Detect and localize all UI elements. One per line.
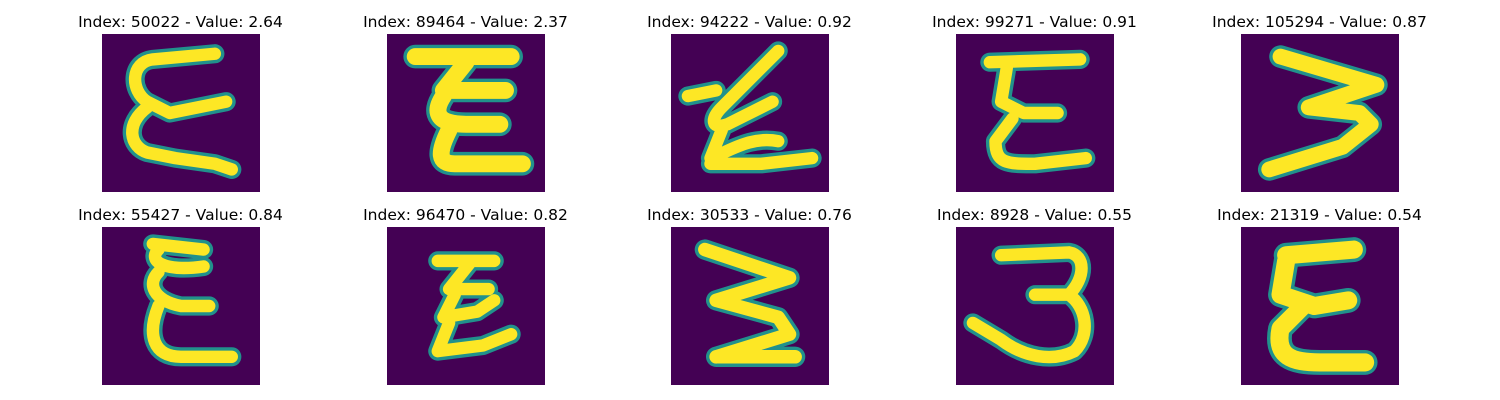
panel-title: Index: 8928 - Value: 0.55	[937, 206, 1132, 224]
digit-image	[387, 227, 545, 385]
glyph-stroke	[963, 242, 1095, 367]
image-panel: Index: 94222 - Value: 0.92	[607, 11, 892, 192]
image-panel: Index: 30533 - Value: 0.76	[607, 204, 892, 385]
digit-image	[1241, 227, 1399, 385]
panel-title: Index: 99271 - Value: 0.91	[932, 13, 1137, 31]
digit-image	[671, 227, 829, 385]
digit-image	[102, 227, 260, 385]
image-panel: Index: 96470 - Value: 0.82	[323, 204, 608, 385]
digit-image	[1241, 34, 1399, 192]
glyph-stroke	[403, 44, 535, 176]
digit-image	[956, 227, 1114, 385]
panel-title: Index: 96470 - Value: 0.82	[363, 206, 568, 224]
image-panel: Index: 105294 - Value: 0.87	[1177, 11, 1462, 192]
glyph-stroke	[694, 239, 806, 367]
panel-title: Index: 89464 - Value: 2.37	[363, 13, 568, 31]
image-panel: Index: 55427 - Value: 0.84	[38, 204, 323, 385]
panel-title: Index: 55427 - Value: 0.84	[78, 206, 283, 224]
panel-title: Index: 105294 - Value: 0.87	[1212, 13, 1427, 31]
panel-title: Index: 50022 - Value: 2.64	[78, 13, 283, 31]
digit-image	[956, 34, 1114, 192]
glyph-stroke	[143, 234, 242, 367]
image-panel: Index: 99271 - Value: 0.91	[892, 11, 1177, 192]
image-panel: Index: 8928 - Value: 0.55	[892, 204, 1177, 385]
digit-image	[102, 34, 260, 192]
glyph-stroke	[980, 49, 1096, 174]
panel-title: Index: 30533 - Value: 0.76	[647, 206, 852, 224]
image-panel: Index: 89464 - Value: 2.37	[323, 11, 608, 192]
image-panel: Index: 21319 - Value: 0.54	[1177, 204, 1462, 385]
digit-image	[671, 34, 829, 192]
glyph-stroke	[122, 44, 242, 180]
glyph-stroke	[1257, 45, 1388, 181]
glyph-stroke	[678, 41, 822, 174]
panel-title: Index: 94222 - Value: 0.92	[647, 13, 852, 31]
image-panel: Index: 50022 - Value: 2.64	[38, 11, 323, 192]
digit-image	[387, 34, 545, 192]
panel-title: Index: 21319 - Value: 0.54	[1217, 206, 1422, 224]
glyph-stroke	[1267, 237, 1378, 375]
glyph-stroke	[428, 251, 521, 361]
